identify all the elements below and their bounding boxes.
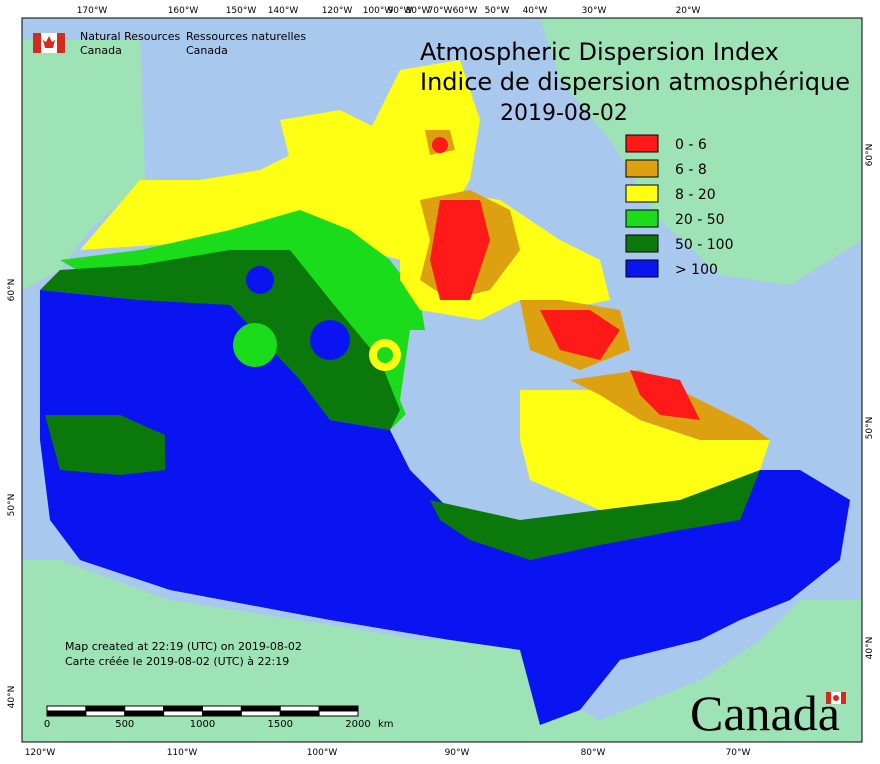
graticule-label-bottom: 110°W <box>167 748 198 758</box>
scale-bar-segment <box>240 705 281 712</box>
graticule-label-top: 170°W <box>77 6 108 16</box>
title-en: Atmospheric Dispersion Index <box>420 38 779 66</box>
scale-bar-segment <box>279 710 320 717</box>
graticule-label-top: 100°W <box>363 6 394 16</box>
graticule-label-right: 40°N <box>865 637 875 660</box>
graticule-label-bottom: 120°W <box>25 748 56 758</box>
scale-bar-label: 500 <box>115 719 134 730</box>
legend-swatch <box>625 209 659 228</box>
scale-bar-label: 2000 <box>345 719 370 730</box>
graticule-label-top: 70°W <box>428 6 453 16</box>
graticule-label-top: 120°W <box>322 6 353 16</box>
graticule-label-bottom: 80°W <box>581 748 606 758</box>
agency-fr: Ressources naturelles <box>186 30 306 43</box>
canada-wordmark: Canada <box>690 685 840 741</box>
scale-bar-segment <box>202 710 242 717</box>
graticule-label-top: 20°W <box>676 6 701 16</box>
graticule-label-right: 60°N <box>865 144 875 167</box>
scale-bar-segment <box>85 710 126 717</box>
graticule-label-top: 150°W <box>226 6 257 16</box>
scale-bar-segment <box>240 710 281 717</box>
graticule-label-bottom: 90°W <box>445 748 470 758</box>
scale-bar-segment <box>46 710 87 717</box>
scale-bar-segment <box>124 705 165 712</box>
legend-swatch <box>625 234 659 253</box>
graticule-label-bottom: 100°W <box>307 748 338 758</box>
scale-bar-segment <box>85 705 126 712</box>
scale-bar-label: 1500 <box>268 719 293 730</box>
agency-en: Canada <box>80 44 122 57</box>
graticule-label-top: 140°W <box>268 6 299 16</box>
scale-bar-segment <box>318 705 359 712</box>
legend-label: > 100 <box>675 262 718 278</box>
scale-bar-segment <box>318 710 359 717</box>
graticule-label-left: 40°N <box>7 686 17 709</box>
legend-swatch <box>625 159 659 178</box>
graticule-label-top: 40°W <box>523 6 548 16</box>
legend-label: 8 - 20 <box>675 187 716 203</box>
scale-bar-segment <box>163 710 203 717</box>
title-date: 2019-08-02 <box>500 101 628 126</box>
wordmark-flag <box>826 692 846 704</box>
graticule-label-top: 80°W <box>406 6 431 16</box>
graticule-label-bottom: 70°W <box>726 748 751 758</box>
graticule-label-left: 50°N <box>7 494 17 517</box>
graticule-label-top: 50°W <box>485 6 510 16</box>
map-note: Carte créée le 2019-08-02 (UTC) à 22:19 <box>65 655 289 668</box>
scale-bar-segment <box>279 705 320 712</box>
scale-bar-segment <box>163 705 203 712</box>
agency-fr: Canada <box>186 44 228 57</box>
canada-index <box>40 60 850 725</box>
map-frame <box>21 17 863 743</box>
map-note: Map created at 22:19 (UTC) on 2019-08-02 <box>65 640 302 653</box>
foreign-land <box>22 18 862 742</box>
legend-swatch <box>625 184 659 203</box>
graticule-label-right: 50°N <box>865 417 875 440</box>
nrcan-logo <box>33 33 65 53</box>
legend-label: 6 - 8 <box>675 162 707 178</box>
graticule-label-top: 30°W <box>582 6 607 16</box>
legend-label: 20 - 50 <box>675 212 725 228</box>
title-fr: Indice de dispersion atmosphérique <box>420 68 850 96</box>
graticule-label-top: 60°W <box>453 6 478 16</box>
legend-label: 0 - 6 <box>675 137 707 153</box>
graticule-label-left: 60°N <box>7 279 17 302</box>
legend-label: 50 - 100 <box>675 237 734 253</box>
scale-bar-label: 1000 <box>190 719 215 730</box>
legend-swatch <box>625 134 659 153</box>
legend-swatch <box>625 259 659 278</box>
scale-bar-unit: km <box>378 719 394 730</box>
scale-bar-segment <box>46 705 87 712</box>
scale-bar-segment <box>124 710 165 717</box>
scale-bar-segment <box>202 705 242 712</box>
graticule-label-top: 160°W <box>168 6 199 16</box>
agency-en: Natural Resources <box>80 30 181 43</box>
graticule-label-top: 90°W <box>388 6 413 16</box>
scale-bar-label: 0 <box>44 719 50 730</box>
